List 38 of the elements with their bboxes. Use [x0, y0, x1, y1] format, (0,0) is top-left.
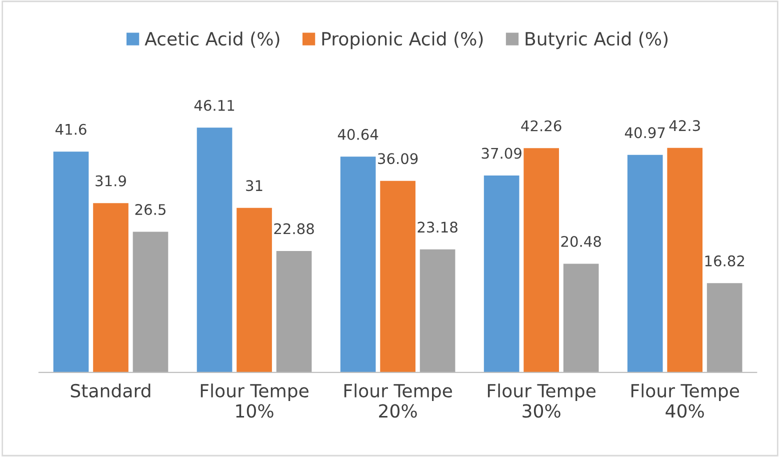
x-tick-label: Flour Tempe 10%	[200, 384, 308, 418]
data-label: 31.9	[96, 175, 126, 186]
data-label: 37.09	[482, 148, 522, 159]
bar	[276, 250, 312, 372]
bar	[132, 232, 168, 372]
bar	[524, 148, 559, 372]
bar	[667, 148, 703, 372]
data-label: 23.18	[418, 222, 458, 233]
data-label: 16.82	[705, 255, 744, 266]
bar	[380, 180, 416, 372]
bar	[563, 264, 599, 372]
data-label: 26.5	[135, 204, 166, 216]
bar	[53, 152, 89, 372]
bar	[93, 203, 128, 372]
data-label: 36.09	[378, 153, 418, 164]
bar	[236, 208, 272, 372]
data-label: 41.6	[55, 124, 86, 135]
data-label: 31	[246, 180, 262, 192]
bar	[340, 156, 376, 372]
x-tick-label: Flour Tempe 20%	[344, 384, 452, 418]
data-label: 40.64	[338, 128, 378, 140]
bar	[420, 249, 456, 372]
data-label: 20.48	[561, 236, 601, 247]
data-label: 40.97	[624, 127, 665, 138]
data-label: 46.11	[194, 100, 234, 111]
bar	[196, 128, 232, 372]
x-tick-label: Flour Tempe 30%	[488, 384, 596, 418]
x-tick-label: Standard	[70, 384, 150, 398]
legend-label: Propionic Acid (%)	[322, 32, 483, 50]
data-label: 22.88	[274, 223, 314, 234]
data-label: 42.26	[521, 120, 562, 132]
legend-label: Acetic Acid (%)	[144, 32, 280, 48]
legend-label: Butyric Acid (%)	[526, 32, 668, 50]
data-label: 42.3	[669, 120, 700, 132]
bar	[627, 154, 663, 372]
bar	[484, 176, 520, 372]
bar	[706, 283, 742, 372]
x-tick-label: Flour Tempe 40%	[631, 384, 740, 418]
